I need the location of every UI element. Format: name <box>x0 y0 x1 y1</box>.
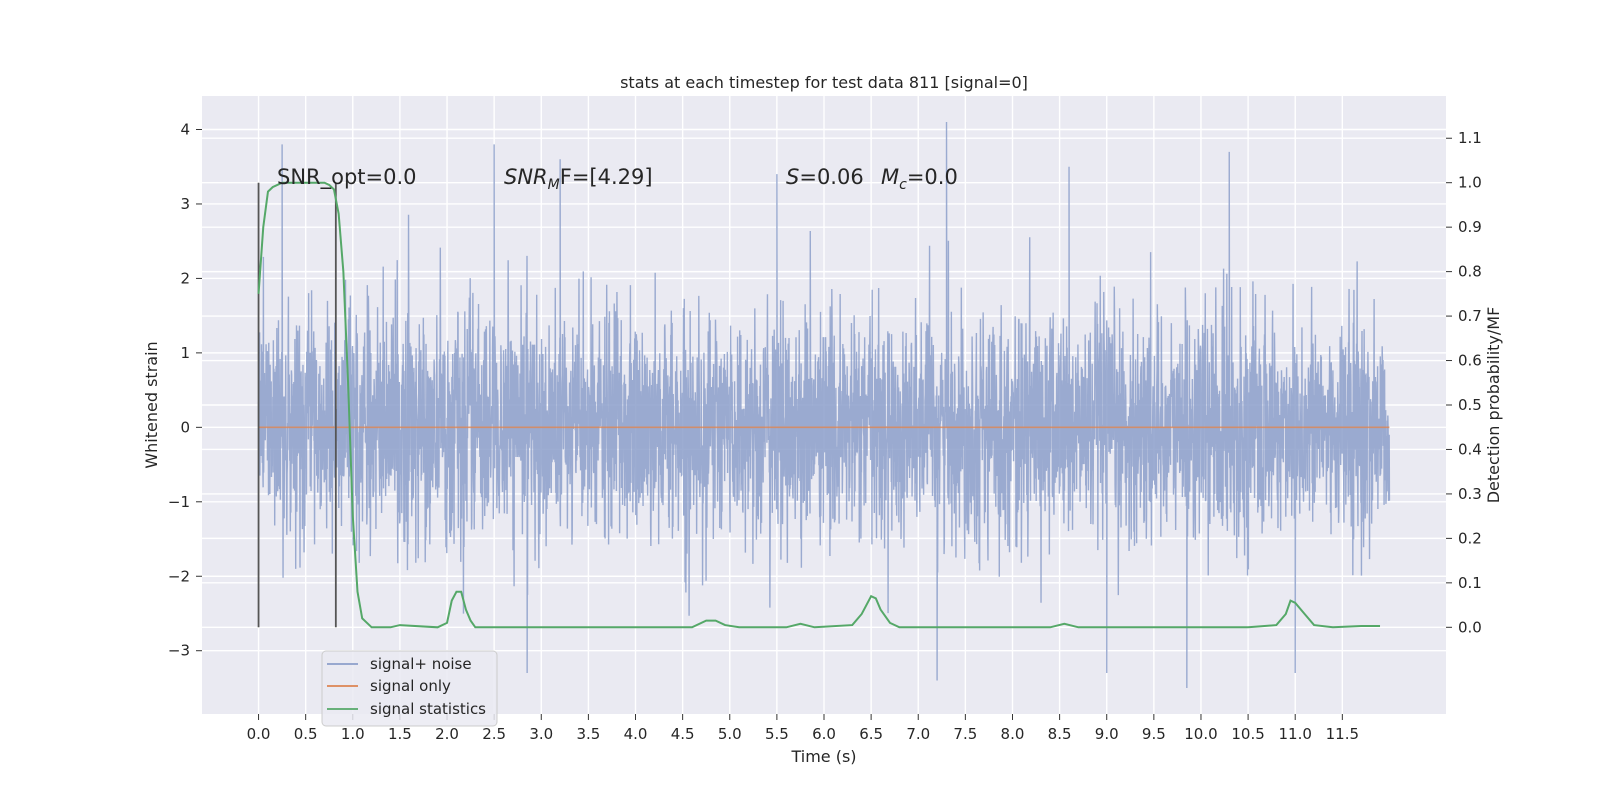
y-right-tick-label: 1.1 <box>1458 129 1482 147</box>
y-tick-label: 1 <box>180 344 190 362</box>
legend-label-signal-statistics: signal statistics <box>370 700 486 718</box>
x-tick-label: 0.5 <box>294 725 318 743</box>
x-tick-label: 11.0 <box>1279 725 1312 743</box>
vertical-markers <box>257 182 337 628</box>
x-tick-label: 3.0 <box>529 725 553 743</box>
x-tick-label: 7.5 <box>953 725 977 743</box>
x-tick-label: 10.5 <box>1231 725 1264 743</box>
y-tick-label: 0 <box>180 418 190 436</box>
noise-trace <box>257 122 1391 688</box>
y-right-tick-label: 0.0 <box>1458 618 1482 636</box>
x-axis-ticks: 0.0 0.5 1.0 1.5 2.0 2.5 3.0 3.5 4.0 4.5 5.0 5.5 6.0 6… <box>247 714 1359 743</box>
x-tick-label: 0.0 <box>247 725 271 743</box>
x-tick-label: 3.5 <box>576 725 600 743</box>
legend: signal+ noise signal only signal statist… <box>321 650 498 727</box>
x-tick-label: 9.0 <box>1095 725 1119 743</box>
y-axis-right-label: Detection probability/MF <box>1484 307 1503 504</box>
x-tick-label: 6.5 <box>859 725 883 743</box>
y-tick-label: −2 <box>168 567 190 585</box>
y-axis-right-ticks: 0.0 0.1 0.2 0.3 0.4 0.5 0.6 0.7 0.8 0.9 1.0 1.1 <box>1446 129 1482 636</box>
chart-title: stats at each timestep for test data 811… <box>620 73 1028 92</box>
y-tick-label: 2 <box>180 269 190 287</box>
series-signal-statistics <box>257 181 1381 629</box>
x-tick-label: 7.0 <box>906 725 930 743</box>
x-tick-label: 2.5 <box>482 725 506 743</box>
y-right-tick-label: 1.0 <box>1458 174 1482 192</box>
x-tick-label: 8.5 <box>1048 725 1072 743</box>
y-axis-label: Whitened strain <box>142 341 161 468</box>
x-tick-label: 8.0 <box>1001 725 1025 743</box>
x-tick-label: 10.0 <box>1184 725 1217 743</box>
y-right-tick-label: 0.7 <box>1458 307 1482 325</box>
y-axis-left-ticks: −3 −2 −1 0 1 2 3 4 <box>168 121 202 660</box>
signal-statistics-line <box>257 181 1381 629</box>
y-right-tick-label: 0.9 <box>1458 218 1482 236</box>
y-right-tick-label: 0.8 <box>1458 263 1482 281</box>
x-tick-label: 4.5 <box>671 725 695 743</box>
legend-label-signal-plus-noise: signal+ noise <box>370 655 472 673</box>
y-right-tick-label: 0.6 <box>1458 352 1482 370</box>
x-tick-label: 11.5 <box>1326 725 1359 743</box>
x-tick-label: 5.5 <box>765 725 789 743</box>
x-tick-label: 6.0 <box>812 725 836 743</box>
annotation-snr-mf: SNRMF=[4.29] <box>504 165 653 193</box>
y-tick-label: 3 <box>180 195 190 213</box>
y-right-tick-label: 0.3 <box>1458 485 1482 503</box>
y-right-tick-label: 0.2 <box>1458 529 1482 547</box>
annotation-snr-opt: SNR_opt=0.0 <box>277 165 417 190</box>
y-right-tick-label: 0.4 <box>1458 440 1482 458</box>
y-right-tick-label: 0.1 <box>1458 574 1482 592</box>
x-tick-label: 4.0 <box>624 725 648 743</box>
y-tick-label: −3 <box>168 642 190 660</box>
y-tick-label: −1 <box>168 493 190 511</box>
x-tick-label: 2.0 <box>435 725 459 743</box>
series-signal-plus-noise <box>257 122 1391 688</box>
x-tick-label: 9.5 <box>1142 725 1166 743</box>
x-tick-label: 1.0 <box>341 725 365 743</box>
y-tick-label: 4 <box>180 121 190 139</box>
annotation-s: S=0.06 <box>786 165 864 189</box>
annotation-mc: Mc=0.0 <box>881 165 958 193</box>
y-right-tick-label: 0.5 <box>1458 396 1482 414</box>
legend-box <box>321 650 498 727</box>
x-tick-label: 5.0 <box>718 725 742 743</box>
x-axis-label: Time (s) <box>790 747 856 766</box>
legend-label-signal-only: signal only <box>370 677 451 695</box>
x-tick-label: 1.5 <box>388 725 412 743</box>
